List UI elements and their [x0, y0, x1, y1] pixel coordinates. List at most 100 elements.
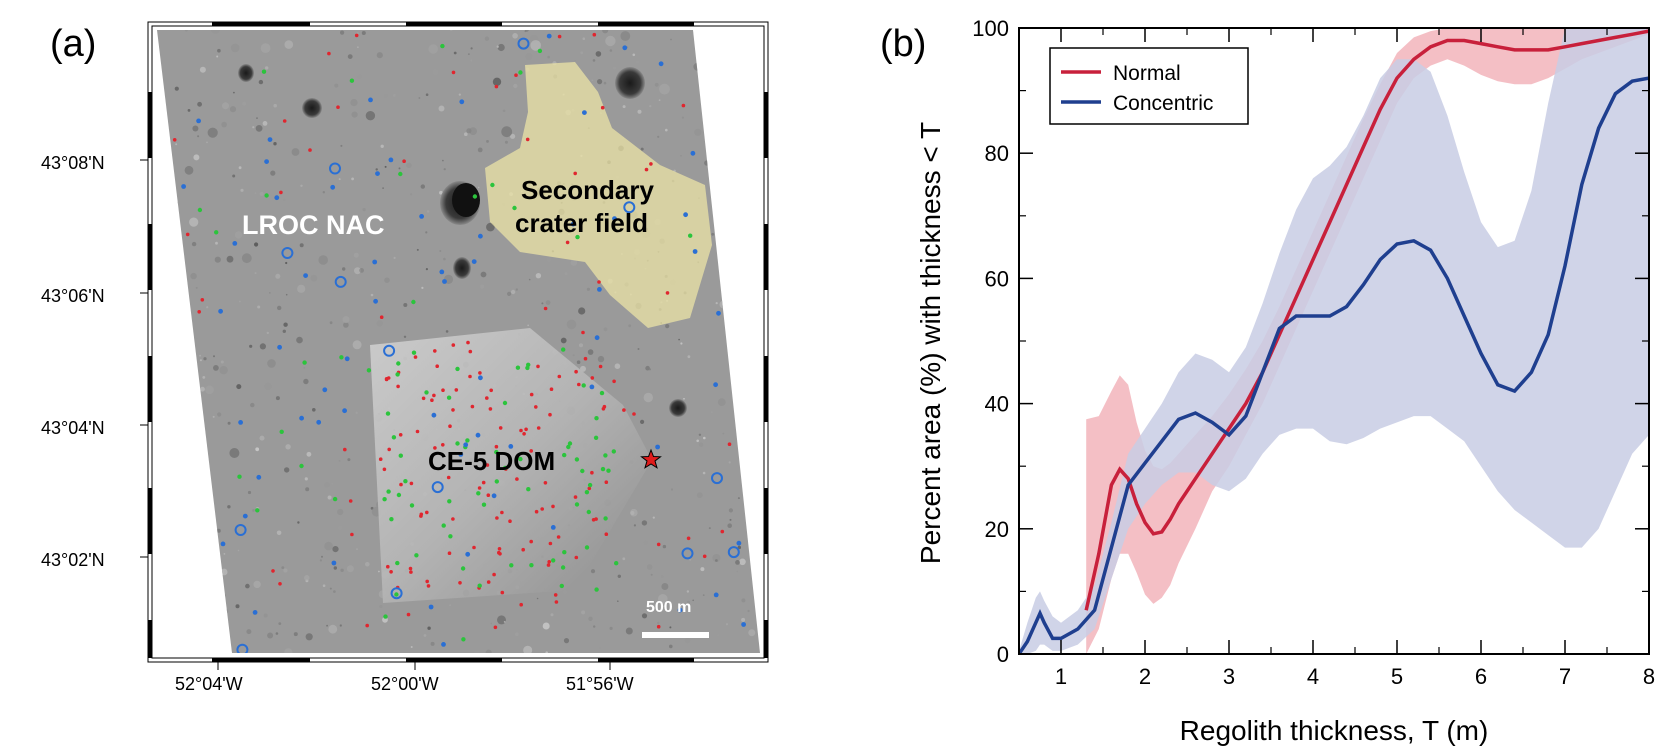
surface-texture-spot [305, 487, 310, 492]
surface-texture-spot [747, 609, 750, 613]
lon-tick-label: 52°04'W [175, 674, 243, 694]
surface-texture-spot [195, 286, 198, 289]
surface-texture-spot [696, 439, 699, 443]
normal-crater-marker [435, 364, 440, 369]
surface-texture-spot [249, 344, 253, 348]
surface-texture-spot [617, 574, 621, 578]
surface-texture-spot [342, 316, 350, 323]
surface-texture-spot [737, 497, 740, 500]
lon-tick-label: 52°00'W [371, 674, 439, 694]
surface-texture-spot [318, 255, 329, 265]
surface-texture-spot [698, 433, 702, 436]
surface-texture-spot [622, 105, 626, 109]
green-crater-marker [566, 444, 571, 450]
green-crater-marker [586, 509, 591, 515]
concentric-crater-marker [431, 481, 444, 494]
surface-texture-spot [259, 435, 265, 441]
surface-texture-spot [507, 291, 512, 296]
surface-texture-spot [215, 241, 218, 245]
concentric-crater-marker [428, 604, 434, 610]
surface-texture-spot [183, 366, 188, 370]
concentric-crater-marker [383, 344, 396, 357]
surface-texture-spot [632, 53, 636, 57]
surface-texture-spot [206, 141, 208, 144]
green-crater-marker [391, 435, 397, 440]
surface-texture-spot [513, 83, 518, 89]
surface-texture-spot [357, 46, 359, 49]
green-crater-marker [481, 502, 487, 507]
surface-texture-spot [646, 564, 653, 570]
surface-texture-spot [393, 256, 396, 259]
concentric-series-line [1019, 76, 1649, 654]
surface-texture-spot [680, 155, 682, 157]
surface-texture-spot [216, 528, 221, 533]
surface-texture-spot [680, 342, 683, 345]
normal-crater-marker [594, 517, 598, 521]
normal-crater-marker [574, 369, 578, 374]
green-crater-marker [561, 347, 566, 352]
surface-texture-spot [333, 566, 337, 570]
surface-texture-spot [720, 165, 724, 170]
normal-crater-marker [271, 569, 275, 573]
surface-texture-spot [362, 208, 366, 212]
concentric-crater-marker [713, 592, 719, 598]
surface-texture-spot [346, 565, 354, 573]
surface-texture-spot [342, 267, 346, 271]
normal-crater-marker [282, 119, 287, 123]
surface-texture-spot [502, 109, 506, 113]
surface-texture-spot [178, 561, 185, 567]
normal-crater-marker [425, 579, 430, 584]
concentric-crater-marker [334, 275, 347, 288]
surface-texture-spot [735, 560, 740, 565]
concentric-crater-marker [277, 344, 282, 350]
surface-texture-spot [259, 191, 264, 196]
surface-texture-spot [187, 109, 191, 112]
surface-texture-spot [184, 30, 188, 32]
normal-crater-marker [485, 463, 490, 467]
green-crater-marker [494, 479, 499, 484]
surface-texture-spot [207, 127, 218, 138]
surface-texture-spot [255, 124, 263, 132]
surface-texture-spot [603, 81, 607, 85]
surface-texture-spot [592, 59, 596, 62]
surface-texture-spot [183, 575, 189, 581]
surface-texture-spot [648, 368, 652, 371]
green-crater-marker [394, 592, 399, 597]
surface-texture-spot [268, 292, 271, 294]
surface-texture-spot [586, 287, 591, 291]
concentric-uncertainty-band [1019, 28, 1649, 654]
surface-texture-spot [550, 613, 554, 617]
surface-texture-spot [693, 30, 702, 37]
surface-texture-spot [350, 99, 358, 107]
normal-crater-marker [448, 424, 452, 429]
green-crater-marker [574, 502, 580, 507]
concentric-crater-marker [546, 33, 552, 39]
surface-texture-spot [510, 289, 516, 295]
surface-texture-spot [744, 354, 754, 364]
normal-crater-marker [583, 356, 588, 361]
surface-texture-spot [728, 461, 731, 464]
surface-texture-spot [761, 95, 764, 98]
surface-texture-spot [227, 505, 231, 509]
green-crater-marker [603, 453, 608, 458]
surface-texture-spot [687, 600, 690, 604]
normal-crater-marker [348, 499, 353, 503]
normal-crater-marker [489, 388, 494, 393]
normal-crater-marker [382, 467, 387, 472]
normal-crater-marker [612, 379, 616, 384]
normal-crater-marker [536, 426, 541, 430]
concentric-crater-marker [390, 587, 403, 600]
surface-texture-spot [157, 112, 160, 116]
surface-texture-spot [242, 101, 247, 106]
concentric-crater-marker [471, 259, 477, 264]
surface-texture-spot [191, 241, 197, 247]
surface-texture-spot [678, 338, 680, 341]
surface-texture-spot [670, 488, 674, 491]
surface-texture-spot [195, 528, 201, 534]
surface-texture-spot [729, 518, 732, 521]
surface-texture-spot [726, 236, 729, 239]
green-crater-marker [525, 365, 530, 371]
surface-texture-spot [264, 382, 272, 391]
green-crater-marker [584, 545, 590, 550]
